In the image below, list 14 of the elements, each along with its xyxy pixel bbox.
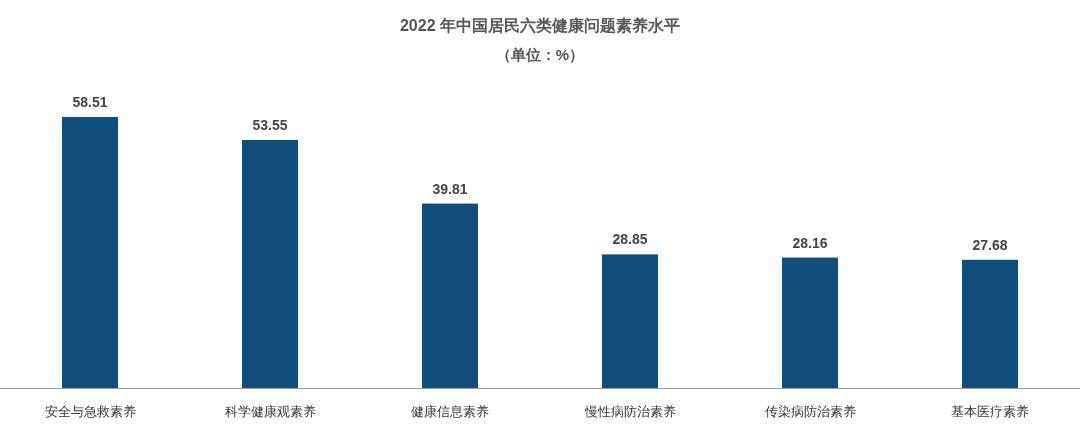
- x-tick-label: 传染病防治素养: [764, 404, 856, 419]
- data-label: 53.55: [252, 116, 288, 133]
- x-tick-label: 慢性病防治素养: [583, 404, 676, 419]
- chart-subtitle: （单位：%）: [495, 46, 585, 63]
- data-label: 28.16: [792, 234, 828, 251]
- x-tick-label: 科学健康观素养: [224, 404, 316, 419]
- data-label: 39.81: [432, 180, 468, 197]
- x-tick-label: 健康信息素养: [411, 404, 489, 419]
- data-label: 27.68: [972, 236, 1008, 253]
- data-label: 58.51: [72, 94, 108, 110]
- x-tick-label: 基本医疗素养: [951, 404, 1029, 419]
- x-tick-label: 安全与急救素养: [44, 404, 136, 419]
- chart-title: 2022 年中国居民六类健康问题素养水平: [399, 16, 681, 34]
- data-label: 28.85: [612, 231, 648, 248]
